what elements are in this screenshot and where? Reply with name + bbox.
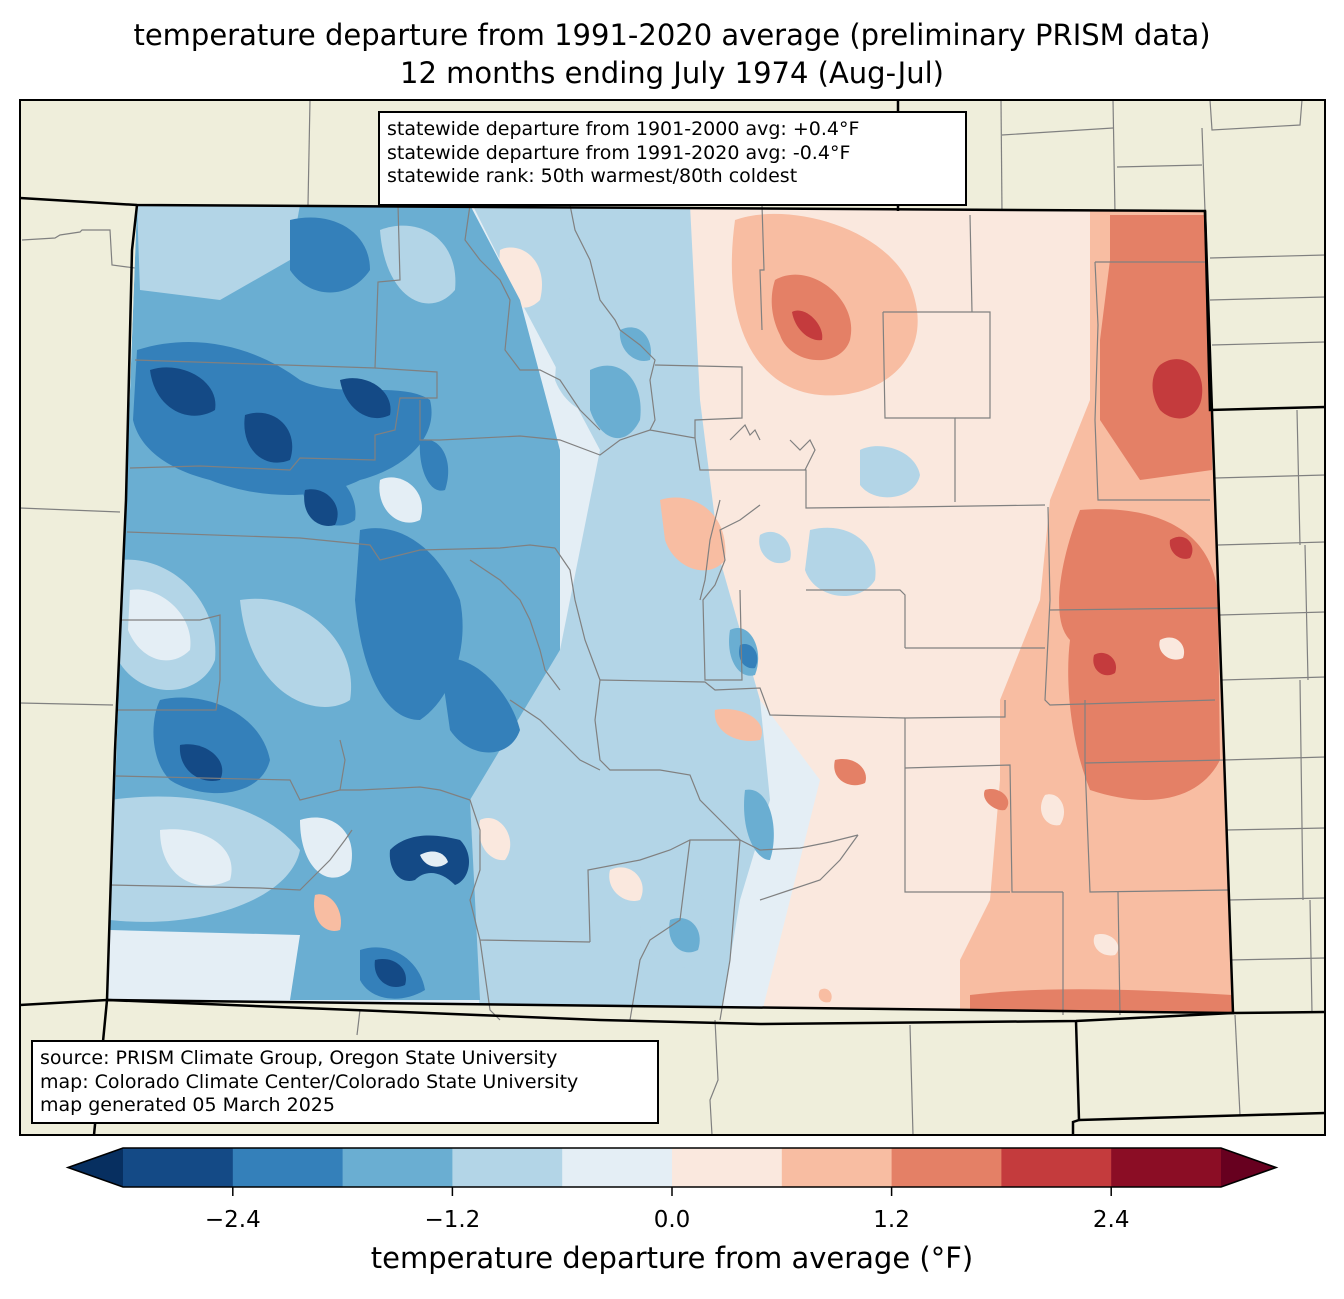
map-frame xyxy=(19,99,1326,1136)
credits-source: source: PRISM Climate Group, Oregon Stat… xyxy=(40,1047,558,1069)
colorbar-bin xyxy=(781,1148,893,1187)
colorbar-outline xyxy=(65,1147,1279,1188)
colorbar-tick-label: 2.4 xyxy=(1092,1207,1130,1233)
colorbar-tick-label: 1.2 xyxy=(873,1207,910,1233)
credits-generated: map generated 05 March 2025 xyxy=(40,1094,335,1116)
colorbar-bin xyxy=(123,1148,234,1187)
colorbar xyxy=(65,1147,1279,1196)
map-subtitle: 12 months ending July 1974 (Aug-Jul) xyxy=(400,56,944,90)
colorbar-tick-label: −2.4 xyxy=(204,1207,261,1233)
colorbar-bin xyxy=(342,1148,453,1187)
colorbar-bin xyxy=(232,1148,344,1187)
neighbor-county-borders xyxy=(20,100,1325,1135)
colorbar-tick-label: 0.0 xyxy=(653,1207,691,1233)
colorbar-bin xyxy=(562,1148,673,1187)
stats-rank: statewide rank: 50th warmest/80th coldes… xyxy=(387,165,798,187)
colorbar-bin xyxy=(1001,1148,1112,1187)
colorbar-bin xyxy=(1111,1148,1222,1187)
colorbar-under-arrow xyxy=(68,1148,123,1187)
colorbar-bin xyxy=(672,1148,783,1187)
colorado-county-borders xyxy=(109,204,1229,1021)
colorbar-bin xyxy=(452,1148,563,1187)
statewide-stats-box: statewide departure from 1901-2000 avg: … xyxy=(378,111,967,206)
temperature-anomaly-field xyxy=(107,205,1233,1013)
colorbar-label: temperature departure from average (°F) xyxy=(370,1241,974,1275)
colorbar-bin xyxy=(891,1148,1002,1187)
credits-map: map: Colorado Climate Center/Colorado St… xyxy=(40,1070,579,1093)
stats-departure-1991-2020: statewide departure from 1991-2020 avg: … xyxy=(387,141,851,164)
stats-departure-1901-2000: statewide departure from 1901-2000 avg: … xyxy=(387,118,860,140)
map-title: temperature departure from 1991-2020 ave… xyxy=(133,18,1211,52)
credits-box: source: PRISM Climate Group, Oregon Stat… xyxy=(31,1040,659,1124)
colorbar-tick-label: −1.2 xyxy=(424,1207,481,1233)
colorbar-over-arrow xyxy=(1221,1148,1276,1187)
